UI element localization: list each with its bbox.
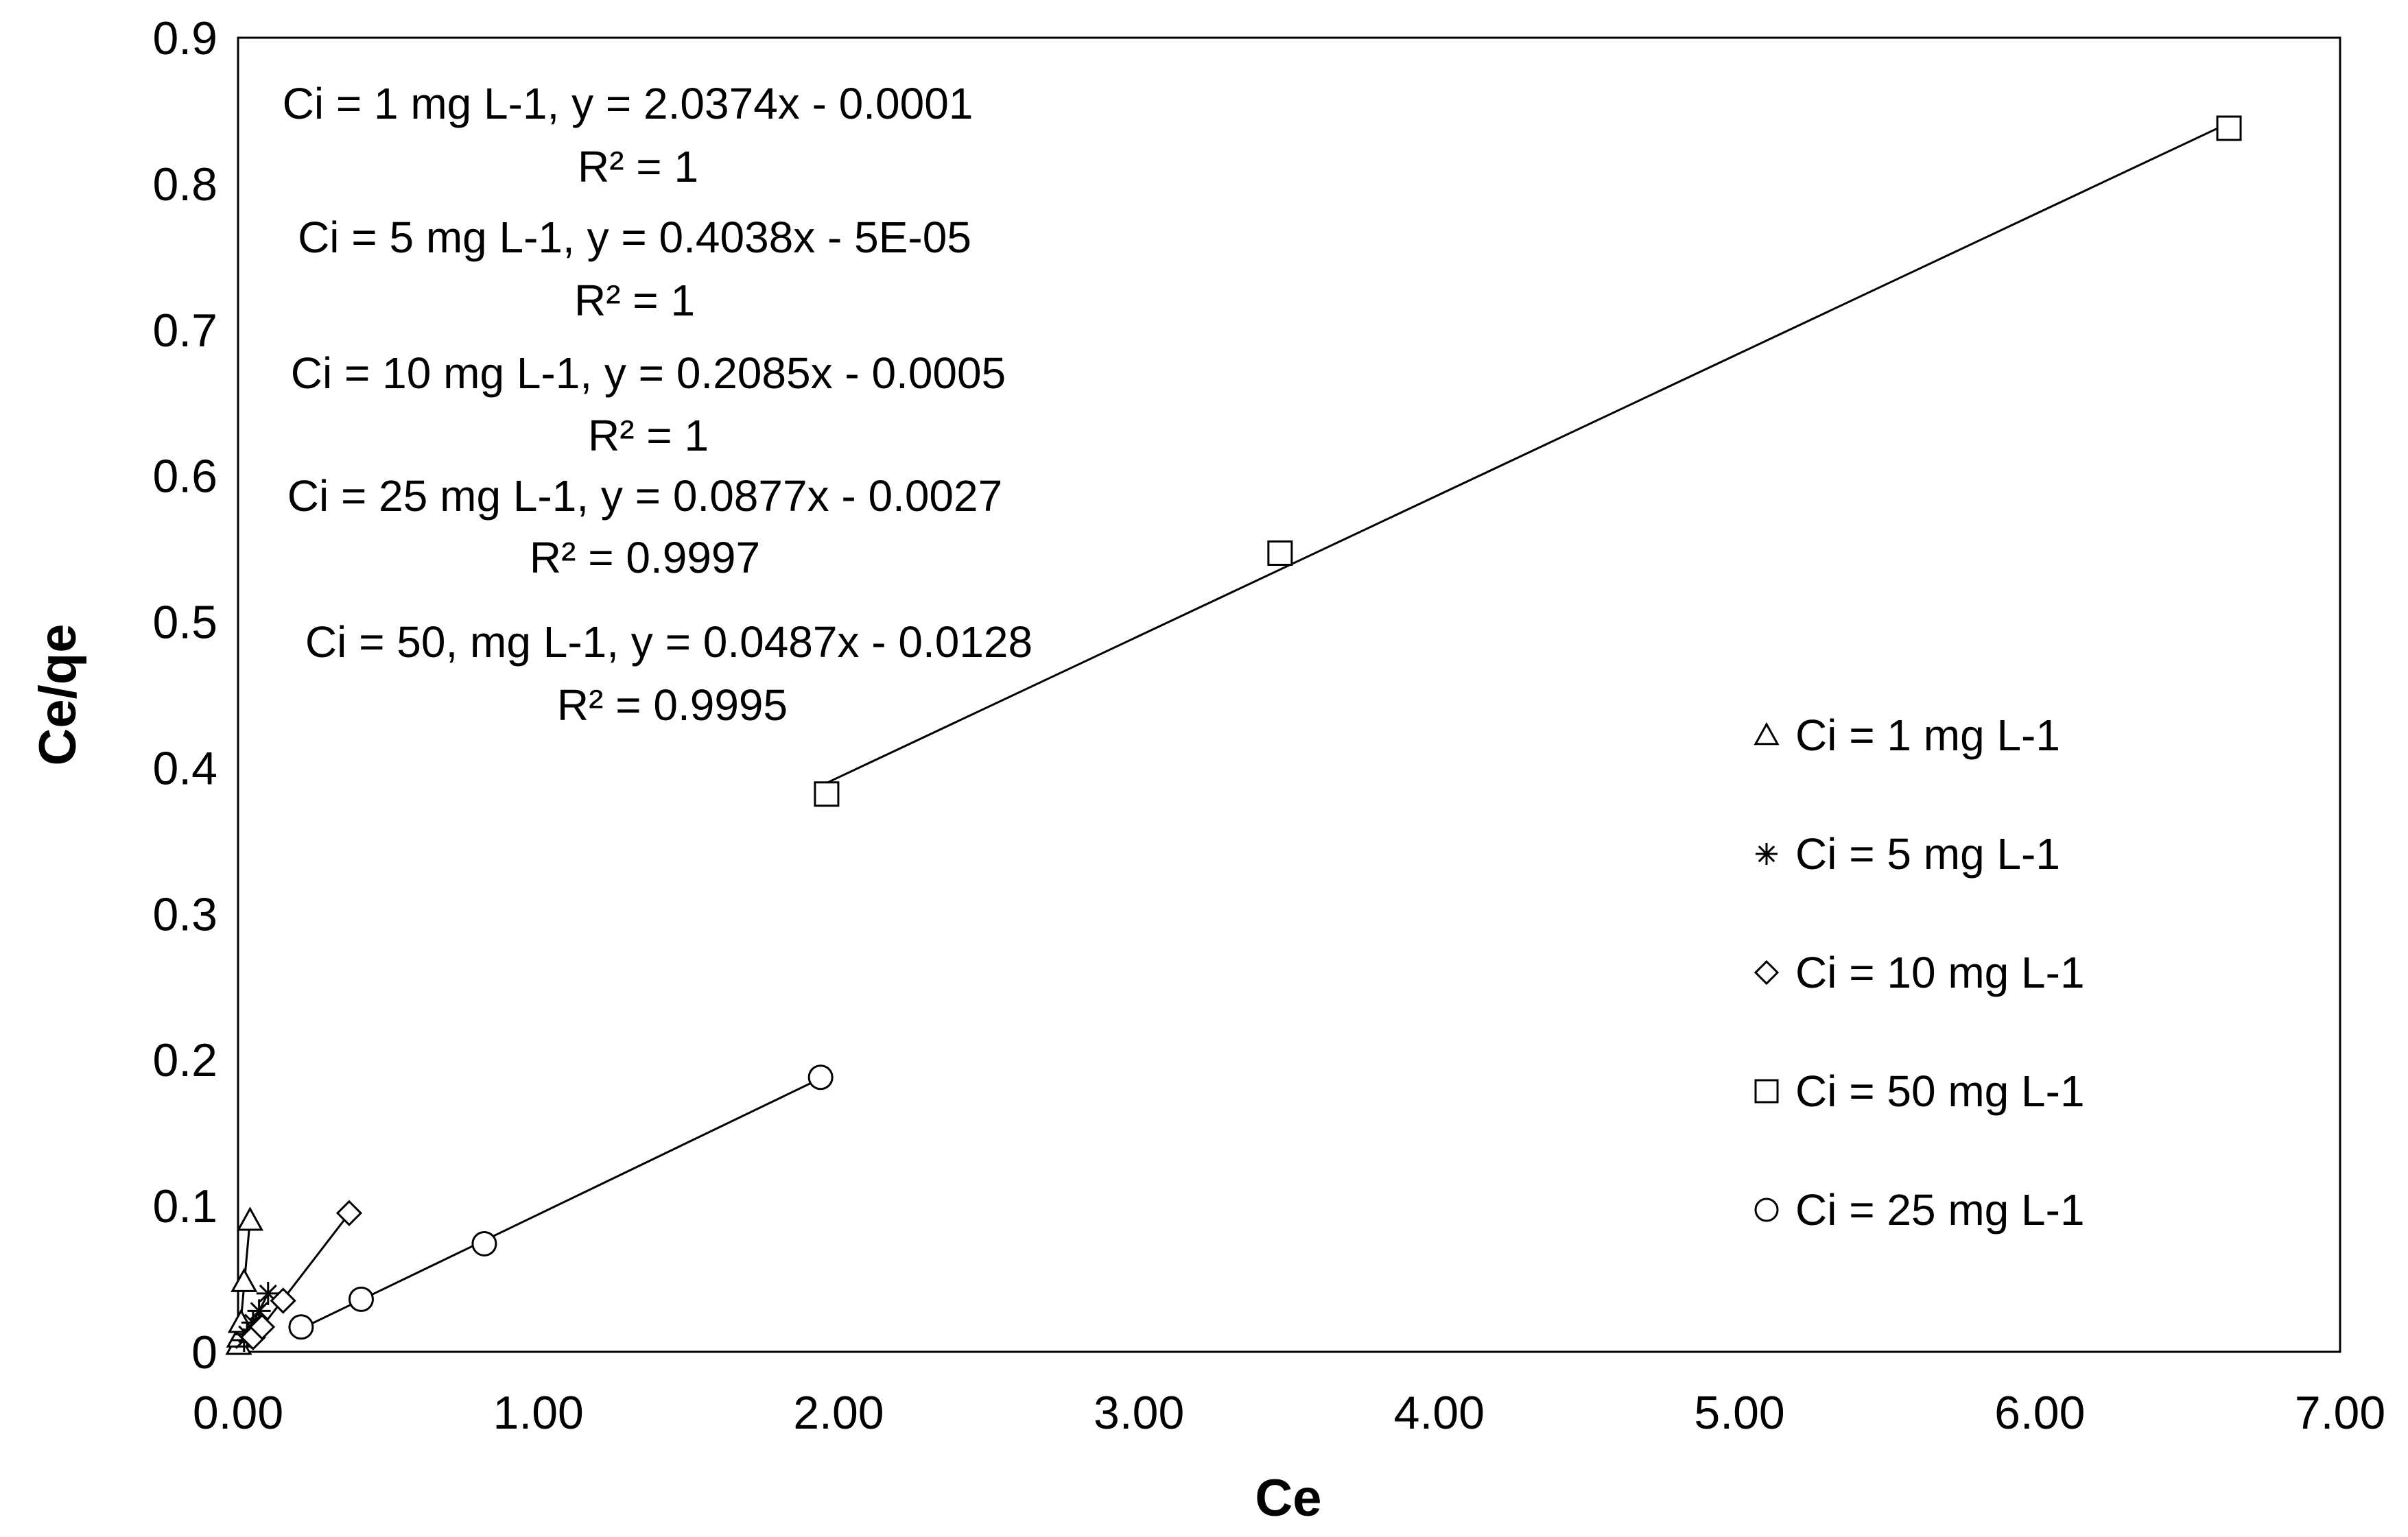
data-point-asterisk bbox=[256, 1281, 280, 1305]
legend-label: Ci = 25 mg L-1 bbox=[1795, 1185, 2085, 1235]
x-axis-ticks: 0.00 1.00 2.00 3.00 4.00 5.00 6.00 7.00 bbox=[193, 1387, 2385, 1439]
data-point-asterisk bbox=[247, 1299, 271, 1323]
y-tick-label: 0.8 bbox=[152, 158, 217, 211]
data-point-triangle bbox=[231, 1267, 258, 1292]
annotation-r2-3: R² = 1 bbox=[588, 411, 709, 460]
legend-marker-triangle bbox=[1754, 722, 1780, 746]
y-tick-label: 0.3 bbox=[152, 888, 217, 940]
y-tick-label: 0.2 bbox=[152, 1034, 217, 1086]
x-tick-label: 2.00 bbox=[793, 1387, 884, 1439]
annotation-r2-1: R² = 1 bbox=[578, 142, 698, 191]
legend-marker-circle bbox=[1754, 1198, 1779, 1222]
x-tick-label: 1.00 bbox=[493, 1387, 584, 1439]
y-axis-ticks: 0 0.1 0.2 0.3 0.4 0.5 0.6 0.7 0.8 0.9 bbox=[152, 12, 217, 1379]
legend-marker-asterisk bbox=[1756, 843, 1778, 865]
data-point-circle bbox=[288, 1314, 314, 1340]
trendline-series-3 bbox=[252, 1213, 351, 1339]
annotation-r2-2: R² = 1 bbox=[574, 276, 695, 325]
legend-label: Ci = 1 mg L-1 bbox=[1795, 711, 2060, 760]
data-point-asterisk bbox=[241, 1311, 265, 1335]
trendlines bbox=[237, 121, 2230, 1346]
equation-annotations: Ci = 1 mg L-1, y = 2.0374x - 0.0001 R² =… bbox=[283, 79, 1033, 730]
data-point-diamond bbox=[335, 1200, 363, 1226]
data-markers bbox=[225, 115, 2242, 1355]
x-tick-label: 6.00 bbox=[1994, 1387, 2085, 1439]
legend-marker-square bbox=[1754, 1079, 1779, 1104]
x-tick-label: 5.00 bbox=[1694, 1387, 1784, 1439]
annotation-eq-1: Ci = 1 mg L-1, y = 2.0374x - 0.0001 bbox=[283, 79, 973, 128]
x-axis-title: Ce bbox=[1255, 1469, 1321, 1527]
annotation-r2-5: R² = 0.9995 bbox=[557, 680, 788, 730]
legend-label: Ci = 5 mg L-1 bbox=[1795, 829, 2060, 879]
annotation-eq-3: Ci = 10 mg L-1, y = 0.2085x - 0.0005 bbox=[291, 348, 1006, 398]
x-tick-label: 7.00 bbox=[2295, 1387, 2385, 1439]
annotation-r2-4: R² = 0.9997 bbox=[530, 533, 760, 582]
data-point-square bbox=[814, 781, 840, 807]
legend-label: Ci = 50 mg L-1 bbox=[1795, 1067, 2085, 1116]
legend-marker-diamond bbox=[1754, 960, 1780, 986]
annotation-eq-4: Ci = 25 mg L-1, y = 0.0877x - 0.0027 bbox=[287, 471, 1002, 521]
data-point-circle bbox=[348, 1286, 374, 1312]
annotation-eq-2: Ci = 5 mg L-1, y = 0.4038x - 5E-05 bbox=[298, 213, 971, 262]
y-tick-label: 0.9 bbox=[152, 12, 217, 64]
y-tick-label: 0.7 bbox=[152, 305, 217, 357]
x-tick-label: 4.00 bbox=[1394, 1387, 1485, 1439]
y-tick-label: 0 bbox=[191, 1326, 217, 1379]
plot-area-frame bbox=[237, 36, 2341, 1353]
data-point-circle bbox=[807, 1064, 834, 1091]
data-point-triangle bbox=[236, 1206, 264, 1231]
y-tick-label: 0.6 bbox=[152, 451, 217, 503]
y-axis-title: Ce/qe bbox=[29, 624, 87, 766]
x-tick-label: 0.00 bbox=[193, 1387, 283, 1439]
data-point-diamond bbox=[248, 1313, 276, 1340]
data-point-square bbox=[1267, 540, 1293, 566]
data-point-circle bbox=[471, 1230, 497, 1256]
trendline-series-5 bbox=[300, 1077, 821, 1330]
x-tick-label: 3.00 bbox=[1094, 1387, 1184, 1439]
trendline-series-4 bbox=[826, 121, 2230, 784]
data-point-square bbox=[2216, 115, 2242, 141]
legend: Ci = 1 mg L-1 Ci = 5 mg L-1 Ci = 10 mg L-1… bbox=[1754, 711, 2085, 1235]
y-tick-label: 0.5 bbox=[152, 597, 217, 649]
y-tick-label: 0.4 bbox=[152, 742, 217, 794]
legend-label: Ci = 10 mg L-1 bbox=[1795, 948, 2085, 997]
y-tick-label: 0.1 bbox=[152, 1180, 217, 1232]
data-point-diamond bbox=[270, 1287, 296, 1314]
annotation-eq-5: Ci = 50, mg L-1, y = 0.0487x - 0.0128 bbox=[305, 617, 1032, 667]
